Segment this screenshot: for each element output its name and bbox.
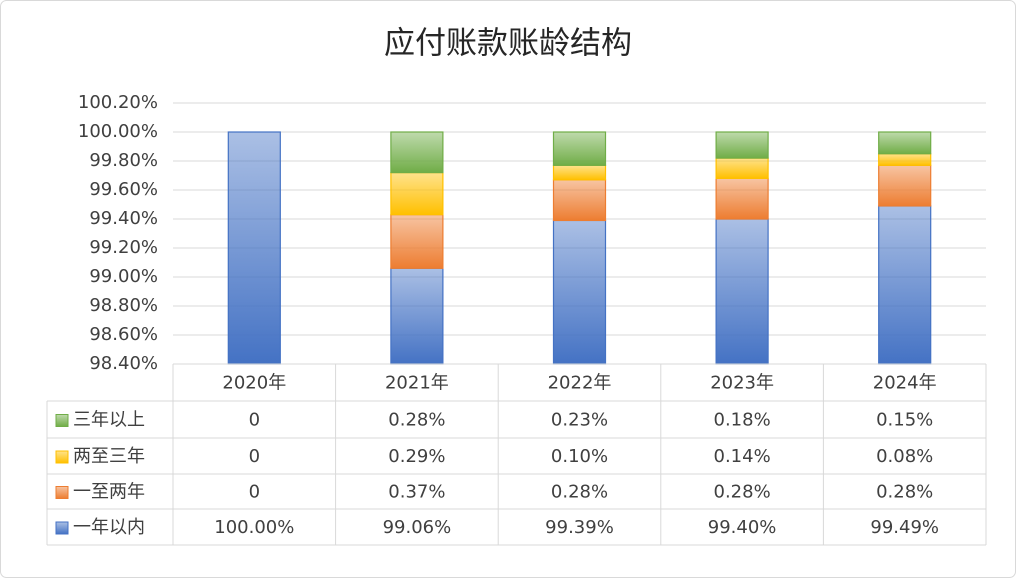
- table-value: 0.37%: [388, 482, 445, 503]
- legend-key: [55, 521, 69, 535]
- x-tick-label: 2024年: [873, 373, 937, 394]
- bar-segment: [390, 172, 444, 216]
- y-tick-label: 100.20%: [78, 92, 158, 113]
- bar-segment: [878, 131, 932, 155]
- bar-segment: [390, 214, 444, 269]
- bar-segment: [390, 267, 444, 365]
- legend-label: 一年以内: [73, 517, 145, 538]
- x-tick-label: 2023年: [710, 373, 774, 394]
- table-value: 0.23%: [551, 410, 608, 431]
- x-tick-label: 2021年: [385, 373, 449, 394]
- legend-key: [55, 414, 69, 427]
- bar-segment: [552, 164, 607, 181]
- table-value: 0.29%: [388, 446, 445, 467]
- bar-segment: [715, 131, 769, 159]
- table-value: 99.40%: [708, 517, 777, 538]
- table-value: 0.10%: [551, 446, 608, 467]
- bar-segment: [878, 164, 932, 207]
- bar-segment: [878, 205, 932, 365]
- y-tick-label: 99.00%: [89, 266, 158, 287]
- x-tick-label: 2020年: [222, 373, 286, 394]
- y-tick-label: 98.40%: [89, 353, 158, 374]
- table-value: 100.00%: [214, 517, 294, 538]
- table-value: 99.06%: [383, 517, 452, 538]
- bar-segment: [552, 131, 607, 166]
- y-tick-label: 99.60%: [89, 179, 158, 200]
- bar-segment: [552, 179, 607, 222]
- y-tick-label: 98.60%: [89, 324, 158, 345]
- y-tick-label: 99.80%: [89, 150, 158, 171]
- chart-title: 应付账款账龄结构: [384, 26, 632, 62]
- legend-label: 三年以上: [73, 410, 145, 431]
- table-value: 0: [249, 446, 260, 467]
- table-value: 99.49%: [870, 517, 939, 538]
- y-tick-label: 99.40%: [89, 208, 158, 229]
- bar-segment: [552, 219, 607, 365]
- bar-segment: [227, 131, 281, 365]
- bar-segment: [715, 157, 769, 180]
- x-tick-label: 2022年: [548, 373, 612, 394]
- bar-segment: [715, 177, 769, 220]
- bar-segment: [715, 218, 769, 365]
- table-value: 0.28%: [876, 482, 933, 503]
- table-value: 0.14%: [714, 446, 771, 467]
- legend-label: 一至两年: [73, 482, 145, 503]
- bar-segment: [390, 131, 444, 174]
- y-tick-label: 98.80%: [89, 295, 158, 316]
- table-value: 0.28%: [551, 482, 608, 503]
- table-value: 0: [249, 410, 260, 431]
- table-value: 0.28%: [388, 410, 445, 431]
- table-value: 0.18%: [714, 410, 771, 431]
- legend-key: [55, 486, 69, 499]
- table-value: 0: [249, 482, 260, 503]
- bar-segment: [878, 153, 932, 166]
- y-tick-label: 99.20%: [89, 237, 158, 258]
- table-value: 0.15%: [876, 410, 933, 431]
- y-tick-label: 100.00%: [78, 121, 158, 142]
- table-value: 99.39%: [545, 517, 614, 538]
- table-value: 0.08%: [876, 446, 933, 467]
- legend-key: [55, 450, 69, 464]
- table-value: 0.28%: [714, 482, 771, 503]
- legend-label: 两至三年: [73, 446, 145, 467]
